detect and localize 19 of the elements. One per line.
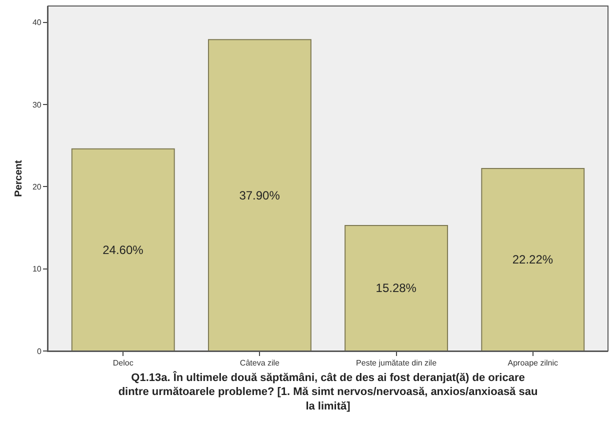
x-tick-label: Aproape zilnic (508, 358, 558, 368)
bar (71, 148, 175, 351)
data-label: 15.28% (376, 281, 417, 296)
bar (344, 224, 448, 351)
x-axis-title: Q1.13a. În ultimele două săptămâni, cât de des ai fost deranjat(ă) de oricare dintre următoarele probleme? [1. Mă simt nervos/nervoasă, anxios/anxioasă sau la limită] (118, 370, 538, 412)
y-tick-label: 0 (36, 346, 42, 356)
x-tick-label: Peste jumătate din zile (356, 358, 438, 368)
data-label: 37.90% (239, 188, 280, 202)
bar (481, 168, 585, 351)
data-label: 24.60% (102, 242, 144, 257)
data-label: 22.22% (512, 252, 554, 267)
x-tick-label: Deloc (112, 358, 134, 368)
y-tick-label: 10 (32, 264, 42, 274)
y-tick-label: 20 (32, 182, 42, 192)
y-axis-title: Percent (13, 159, 24, 197)
y-tick-label: 30 (32, 100, 42, 110)
x-tick-label: Câteva zile (240, 358, 280, 368)
y-tick-label: 40 (32, 18, 42, 28)
bar (208, 39, 312, 351)
